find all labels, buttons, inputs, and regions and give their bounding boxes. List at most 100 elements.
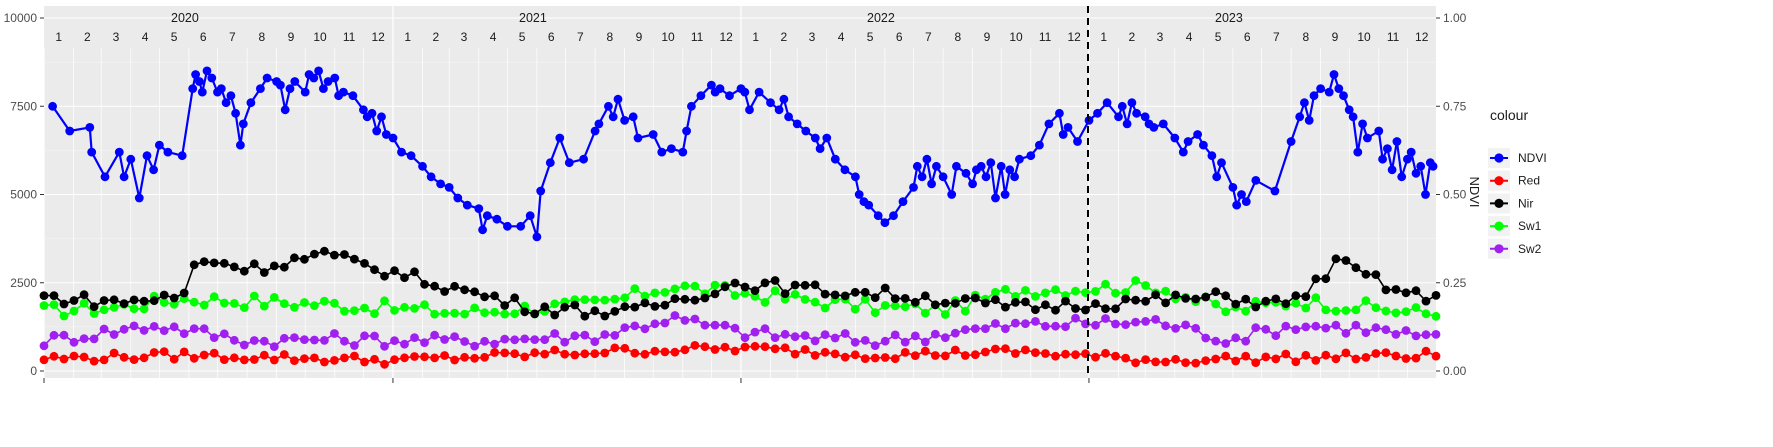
legend-entry-label: Sw2	[1518, 242, 1542, 256]
data-point-ndvi	[1149, 123, 1159, 132]
data-point-sw2	[1061, 322, 1070, 332]
data-point-red	[1061, 349, 1070, 359]
data-point-sw2	[69, 337, 79, 347]
data-point-sw2	[470, 341, 479, 351]
data-point-sw2	[310, 335, 319, 345]
month-label: 11	[343, 30, 356, 44]
data-point-sw1	[1131, 276, 1140, 285]
data-point-red	[259, 350, 269, 360]
data-point-red	[700, 342, 710, 352]
data-point-red	[360, 357, 369, 367]
data-point-red	[450, 355, 459, 365]
data-point-ndvi	[1324, 87, 1334, 97]
data-point-nir	[820, 289, 830, 299]
data-point-sw1	[400, 302, 409, 312]
data-point-sw1	[279, 299, 289, 308]
data-point-ndvi	[1334, 84, 1344, 93]
data-point-nir	[1251, 302, 1261, 312]
data-point-sw2	[350, 341, 359, 350]
data-point-red	[320, 357, 329, 367]
data-point-red	[1301, 350, 1311, 360]
data-point-sw2	[1401, 326, 1411, 335]
data-point-red	[269, 355, 279, 365]
data-point-red	[550, 345, 560, 355]
data-point-sw2	[860, 336, 870, 345]
data-point-red	[1201, 356, 1211, 365]
data-point-nir	[310, 249, 319, 259]
data-point-ndvi	[880, 218, 890, 228]
data-point-sw1	[991, 287, 1000, 297]
data-point-sw2	[500, 334, 510, 344]
data-point-nir	[1271, 294, 1281, 304]
data-point-red	[1421, 346, 1431, 356]
data-point-nir	[1281, 299, 1291, 309]
data-point-red	[1071, 350, 1080, 360]
data-point-ndvi	[1397, 172, 1407, 182]
legend-entry-label: Nir	[1518, 196, 1533, 210]
data-point-ndvi	[715, 84, 725, 93]
data-point-ndvi	[830, 154, 840, 164]
data-point-sw2	[1021, 319, 1030, 329]
data-point-red	[249, 355, 259, 364]
data-point-nir	[179, 288, 189, 298]
data-point-sw2	[840, 329, 850, 338]
data-point-red	[910, 351, 920, 360]
data-point-sw1	[940, 310, 950, 319]
data-point-ndvi	[1044, 119, 1054, 129]
data-point-red	[209, 348, 219, 358]
data-point-sw1	[740, 288, 750, 298]
data-point-red	[1281, 349, 1291, 359]
data-point-ndvi	[545, 158, 555, 168]
data-point-sw2	[1031, 317, 1040, 326]
data-point-nir	[1001, 302, 1010, 312]
data-point-ndvi	[1237, 190, 1246, 199]
data-point-sw1	[269, 293, 279, 302]
data-point-sw1	[1351, 305, 1361, 315]
data-point-ndvi	[114, 147, 124, 157]
data-point-sw1	[1391, 308, 1401, 318]
data-point-ndvi	[774, 105, 784, 115]
series-layer	[39, 66, 1441, 369]
data-point-red	[470, 353, 479, 363]
data-point-red	[1161, 357, 1170, 367]
data-point-ndvi	[613, 94, 623, 104]
data-point-sw1	[310, 301, 319, 311]
data-point-nir	[860, 287, 870, 297]
data-point-sw2	[89, 334, 99, 344]
data-point-ndvi	[1055, 108, 1064, 118]
data-point-red	[670, 347, 680, 357]
data-point-sw2	[380, 341, 389, 351]
data-point-nir	[1121, 294, 1130, 304]
data-point-sw1	[330, 298, 339, 308]
data-point-sw1	[259, 301, 269, 311]
data-point-ndvi	[1300, 98, 1309, 108]
data-point-ndvi	[1309, 91, 1319, 101]
legend: colour NDVI Red Nir Sw1 Sw2	[1488, 107, 1547, 259]
data-point-nir	[430, 281, 439, 291]
data-point-nir	[300, 254, 309, 264]
data-point-nir	[1041, 300, 1050, 310]
data-point-red	[930, 351, 940, 360]
data-point-ndvi	[48, 101, 57, 111]
data-point-red	[1371, 349, 1381, 358]
data-point-ndvi	[1406, 147, 1416, 157]
data-point-ndvi	[1158, 119, 1168, 129]
data-point-sw1	[1421, 309, 1431, 319]
data-point-nir	[690, 295, 700, 305]
month-label: 2	[433, 30, 440, 44]
data-point-sw2	[730, 323, 740, 333]
data-point-red	[970, 350, 980, 360]
month-label: 6	[1244, 30, 1251, 44]
data-point-sw2	[1321, 323, 1331, 333]
data-point-red	[830, 349, 840, 359]
data-point-sw2	[219, 329, 229, 339]
data-point-sw1	[1221, 307, 1231, 317]
data-point-nir	[730, 278, 740, 288]
data-point-ndvi	[1217, 158, 1226, 168]
data-point-ndvi	[1348, 112, 1358, 122]
year-label: 2021	[519, 11, 547, 25]
data-point-red	[239, 355, 249, 365]
data-point-sw2	[199, 324, 209, 334]
data-point-ndvi	[367, 108, 377, 118]
data-point-ndvi	[1010, 172, 1019, 182]
